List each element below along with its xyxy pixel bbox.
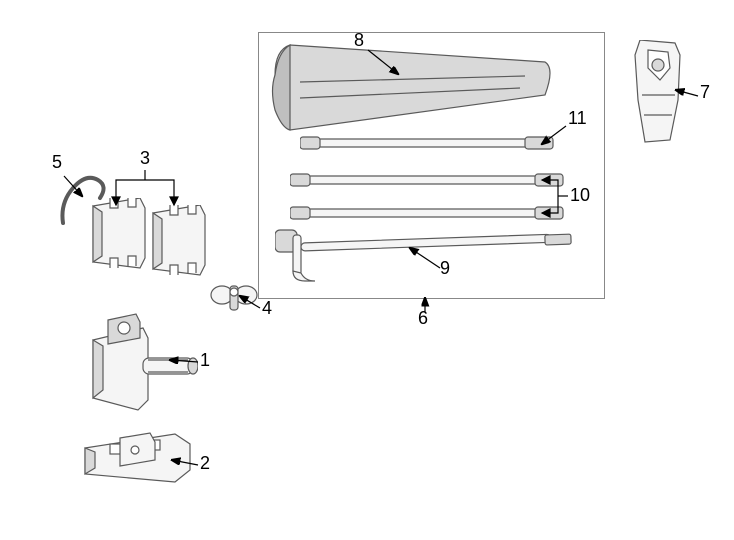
callout-9: 9 xyxy=(440,258,450,279)
callout-6: 6 xyxy=(418,308,428,329)
callout-5: 5 xyxy=(52,152,62,173)
callout-10: 10 xyxy=(570,185,590,206)
callout-8: 8 xyxy=(354,30,364,51)
callout-3: 3 xyxy=(140,148,150,169)
callout-4: 4 xyxy=(262,298,272,319)
parts-diagram: 1 2 3 4 5 6 7 8 9 10 11 xyxy=(0,0,734,540)
callout-2: 2 xyxy=(200,453,210,474)
leader-lines xyxy=(0,0,734,540)
callout-7: 7 xyxy=(700,82,710,103)
callout-1: 1 xyxy=(200,350,210,371)
callout-11: 11 xyxy=(568,108,587,129)
